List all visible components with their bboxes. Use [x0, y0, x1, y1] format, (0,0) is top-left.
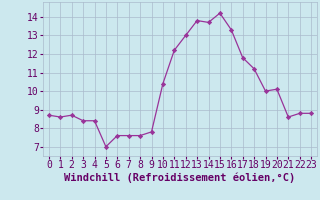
X-axis label: Windchill (Refroidissement éolien,°C): Windchill (Refroidissement éolien,°C) — [64, 173, 296, 183]
